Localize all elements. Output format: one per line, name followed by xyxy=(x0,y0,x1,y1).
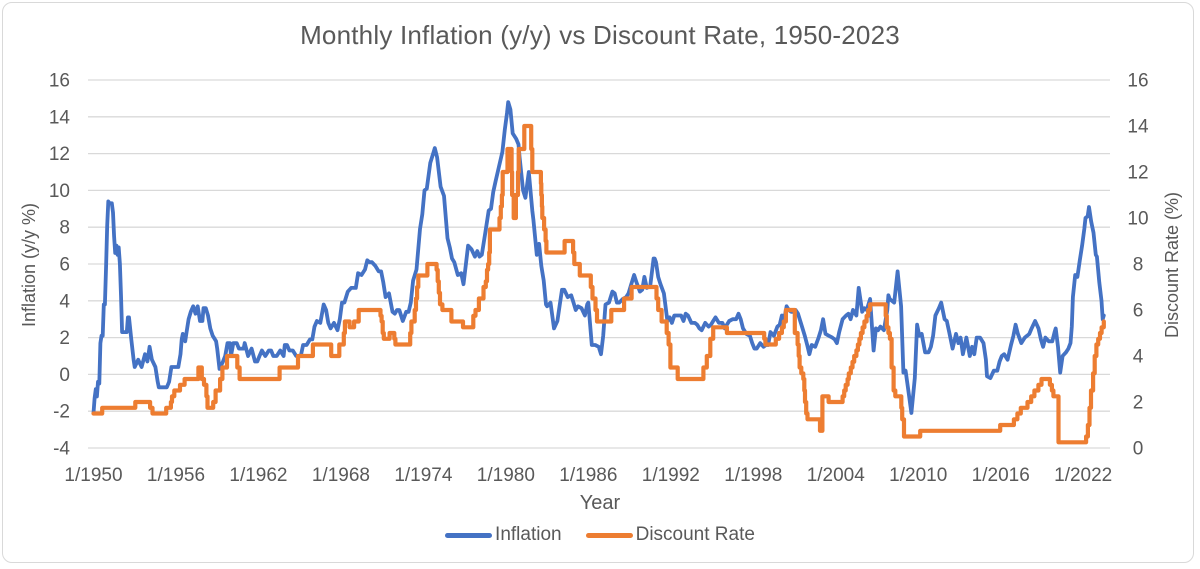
x-tick-label: 1/1980 xyxy=(477,465,535,486)
x-tick-label: 1/2004 xyxy=(807,465,866,486)
x-tick-label: 1/1968 xyxy=(312,465,370,486)
x-tick-label: 1/2010 xyxy=(889,465,947,486)
legend-label-inflation: Inflation xyxy=(495,524,562,545)
legend-label-discount-rate: Discount Rate xyxy=(635,524,755,545)
y-tick-label-left: 12 xyxy=(49,144,70,165)
legend: Inflation Discount Rate xyxy=(0,524,1200,546)
y-tick-label-right: 2 xyxy=(1133,393,1144,414)
chart-title: Monthly Inflation (y/y) vs Discount Rate… xyxy=(300,20,900,50)
y-tick-label-right: 16 xyxy=(1127,71,1148,92)
legend-swatch-inflation xyxy=(445,532,493,538)
x-tick-label: 1/2022 xyxy=(1054,465,1112,486)
y-tick-label-right: 4 xyxy=(1133,347,1144,368)
legend-item-discount-rate: Discount Rate xyxy=(585,524,755,546)
x-tick-label: 1/1974 xyxy=(394,465,453,486)
x-tick-label: 1/1986 xyxy=(559,465,617,486)
x-axis-title: Year xyxy=(579,492,621,514)
y-tick-label-left: -4 xyxy=(53,439,70,460)
x-tick-label: 1/1950 xyxy=(64,465,122,486)
y-tick-label-left: 2 xyxy=(59,328,70,349)
y-tick-label-left: 0 xyxy=(59,365,70,386)
legend-item-inflation: Inflation xyxy=(445,524,562,546)
y-tick-label-right: 14 xyxy=(1127,117,1149,138)
x-tick-label: 1/1998 xyxy=(724,465,782,486)
y-tick-label-right: 6 xyxy=(1133,301,1144,322)
y-tick-label-left: 10 xyxy=(49,181,70,202)
y-tick-label-left: 4 xyxy=(59,291,70,312)
y-tick-label-right: 8 xyxy=(1133,255,1144,276)
y-tick-label-left: 8 xyxy=(59,218,70,239)
y-tick-label-right: 0 xyxy=(1133,439,1144,460)
y-tick-label-left: 16 xyxy=(49,71,70,92)
y-tick-label-left: -2 xyxy=(53,402,70,423)
x-tick-label: 1/1962 xyxy=(229,465,287,486)
x-tick-label: 1/1992 xyxy=(642,465,700,486)
x-tick-label: 1/2016 xyxy=(972,465,1030,486)
y-axis-title-right: Discount Rate (%) xyxy=(1162,191,1182,339)
legend-swatch-discount-rate xyxy=(585,532,633,538)
y-axis-title-left: Inflation (y/y %) xyxy=(19,202,39,328)
y-tick-label-right: 10 xyxy=(1127,209,1148,230)
y-tick-label-right: 12 xyxy=(1127,163,1148,184)
y-tick-label-left: 6 xyxy=(59,255,70,276)
series-line-discount-rate xyxy=(91,123,1106,445)
series-line-inflation xyxy=(91,100,1106,415)
y-tick-label-left: 14 xyxy=(49,107,71,128)
x-tick-label: 1/1956 xyxy=(147,465,205,486)
